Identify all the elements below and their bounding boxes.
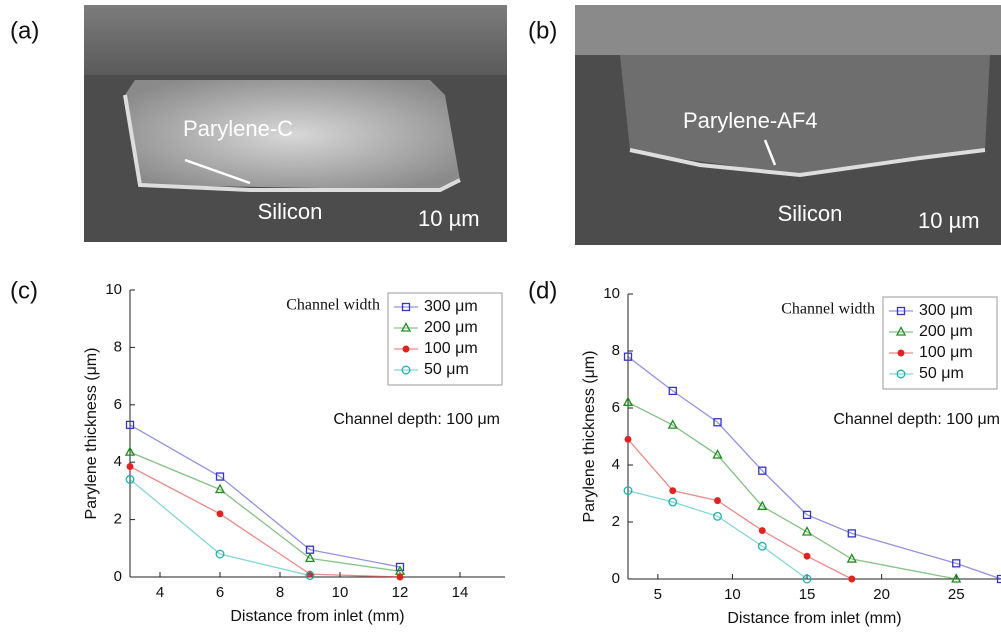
x-tick-label: 10 — [724, 586, 741, 603]
marker — [849, 576, 855, 582]
y-tick-label: 6 — [612, 399, 620, 416]
marker — [670, 488, 676, 494]
x-tick-label: 25 — [948, 586, 965, 603]
marker — [804, 553, 810, 559]
y-axis-label: Parylene thickness (μm) — [581, 351, 598, 523]
chart: (d) 0 2 4 6 8 10 5 10 15 20 25 Distance from inlet (… — [528, 277, 1001, 627]
scale-bar: 10 µm — [418, 206, 480, 231]
panel-label: (c) — [10, 277, 38, 304]
y-tick-label: 2 — [114, 511, 122, 528]
x-tick-label: 12 — [392, 584, 409, 601]
x-axis-label: Distance from inlet (mm) — [230, 608, 404, 625]
marker — [625, 437, 631, 443]
y-tick-label: 0 — [612, 570, 620, 587]
panel-label: (a) — [10, 17, 39, 44]
y-tick-label: 10 — [603, 285, 620, 302]
marker — [397, 574, 403, 580]
marker — [217, 511, 223, 517]
sem-image-b: Parylene-AF4 Silicon 10 µm — [575, 5, 1001, 245]
legend-label: 200 μm — [919, 323, 973, 340]
x-axis-label: Distance from inlet (mm) — [727, 610, 901, 627]
series-line — [628, 402, 956, 579]
x-tick-label: 14 — [452, 584, 469, 601]
marker — [803, 527, 811, 535]
legend-title: Channel width — [286, 297, 380, 314]
legend-marker — [898, 350, 904, 356]
y-tick-label: 8 — [612, 342, 620, 359]
panel-label: (d) — [528, 277, 557, 304]
y-tick-label: 4 — [114, 453, 122, 470]
x-tick-label: 4 — [156, 584, 164, 601]
series-line — [628, 439, 852, 579]
series-line — [130, 467, 400, 577]
scale-bar: 10 µm — [918, 208, 980, 233]
legend-label: 50 μm — [919, 365, 964, 382]
figure: Parylene-C Silicon 10 µm (a) Parylene-AF… — [0, 0, 1001, 632]
legend-label: 300 μm — [424, 298, 478, 315]
x-tick-label: 6 — [216, 584, 224, 601]
x-tick-label: 15 — [799, 586, 816, 603]
series-line — [130, 425, 400, 567]
marker — [715, 498, 721, 504]
series-line — [628, 357, 1001, 579]
legend-label: 100 μm — [919, 344, 973, 361]
legend-label: 300 μm — [919, 302, 973, 319]
x-tick-label: 20 — [873, 586, 890, 603]
legend-label: 200 μm — [424, 319, 478, 336]
x-tick-label: 5 — [654, 586, 662, 603]
legend-label: 100 μm — [424, 340, 478, 357]
x-tick-label: 10 — [332, 584, 349, 601]
legend-title: Channel width — [781, 301, 875, 318]
annotation: Parylene-AF4 — [683, 108, 818, 133]
y-axis-label: Parylene thickness (μm) — [83, 348, 100, 520]
y-tick-label: 6 — [114, 396, 122, 413]
chart: (c) 0 2 4 6 8 10 4 6 8 10 12 14 Distance from inlet (… — [10, 277, 505, 625]
legend-label: 50 μm — [424, 361, 469, 378]
annotation: Parylene-C — [183, 116, 293, 141]
marker — [759, 528, 765, 534]
legend-marker — [403, 346, 409, 352]
series-line — [130, 452, 400, 571]
x-tick-label: 8 — [276, 584, 284, 601]
y-tick-label: 4 — [612, 456, 620, 473]
material: Silicon — [258, 199, 323, 224]
y-tick-label: 10 — [105, 281, 122, 298]
annotation: Channel depth: 100 μm — [833, 411, 1000, 428]
y-tick-label: 2 — [612, 513, 620, 530]
y-tick-label: 8 — [114, 338, 122, 355]
marker — [127, 464, 133, 470]
y-tick-label: 0 — [114, 568, 122, 585]
panel-label: (b) — [528, 17, 557, 44]
sem-image-a: Parylene-C Silicon 10 µm — [84, 5, 507, 242]
annotation: Channel depth: 100 μm — [333, 411, 500, 428]
material: Silicon — [778, 201, 843, 226]
